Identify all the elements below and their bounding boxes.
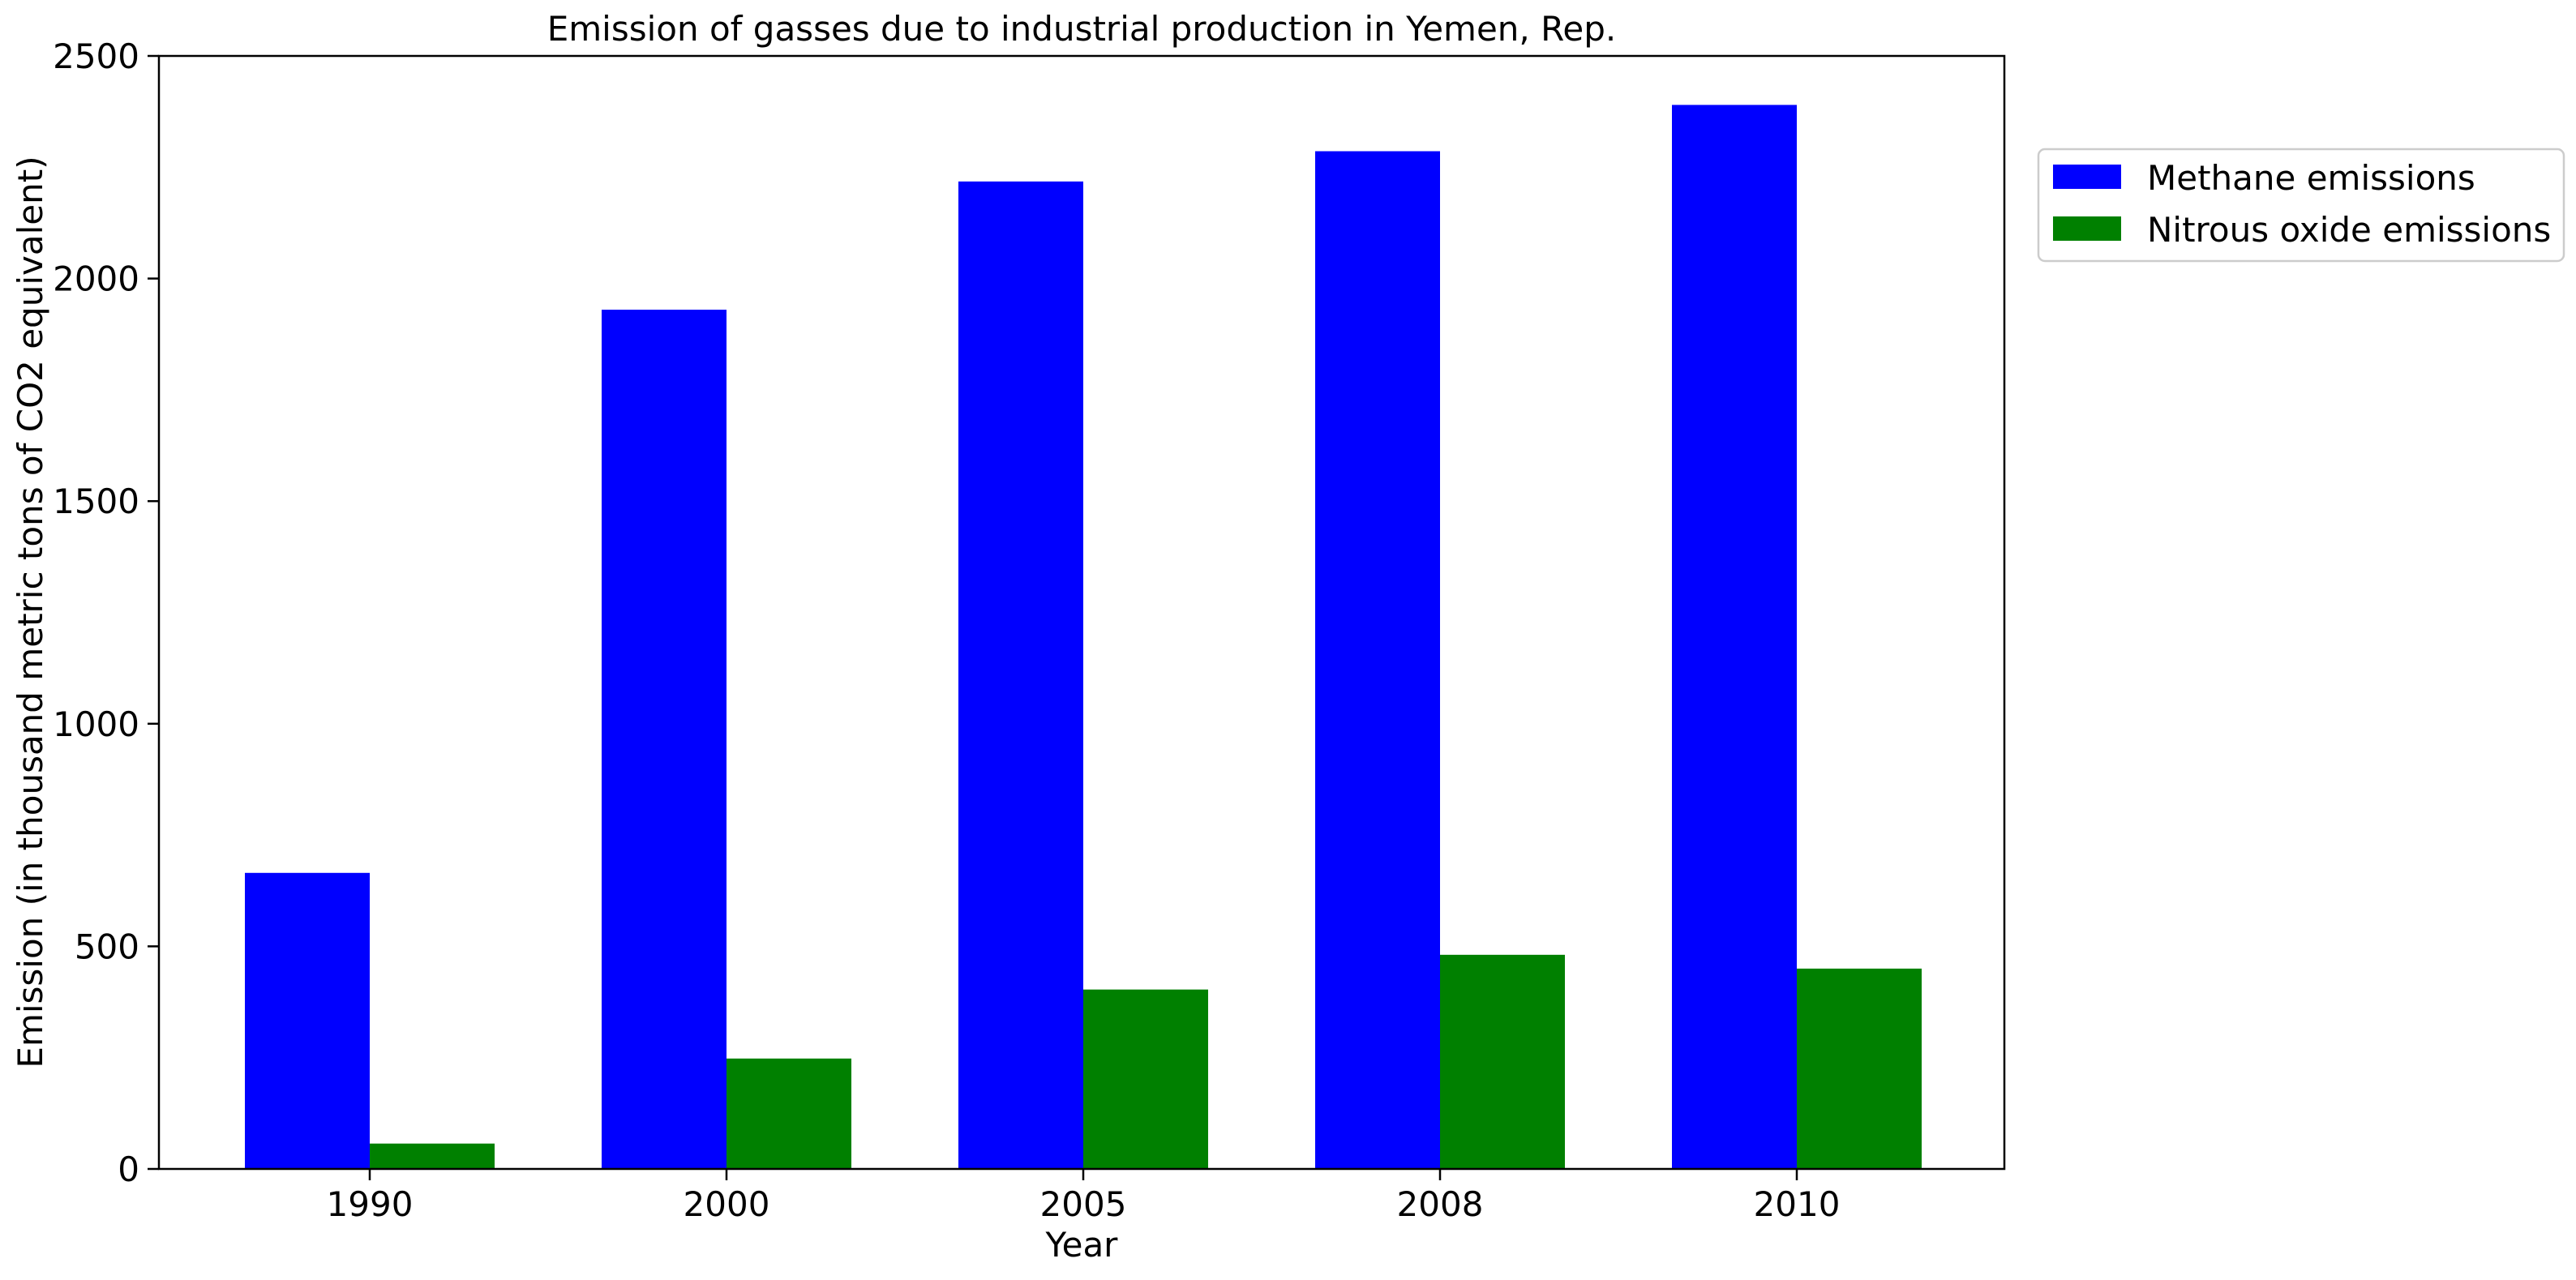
plot-area [157, 54, 2006, 1171]
y-tick-label-2500: 2500 [53, 36, 139, 76]
bar-nitrous-oxide-emissions-1990 [370, 1143, 495, 1169]
legend-swatch-nitrous-oxide [2053, 216, 2121, 241]
y-axis: 0 500 1000 1500 2000 2500 [53, 36, 159, 1189]
legend-label-methane: Methane emissions [2147, 158, 2475, 198]
y-tick-label-0: 0 [118, 1149, 139, 1189]
legend-swatch-methane [2053, 165, 2121, 189]
plot-frame [157, 54, 2006, 1171]
x-tick-label-1990: 1990 [327, 1184, 414, 1224]
chart-title: Emission of gasses due to industrial pro… [547, 9, 1617, 49]
legend-frame [2037, 148, 2565, 263]
bar-methane-emissions-2005 [958, 181, 1083, 1170]
y-tick-label-1000: 1000 [53, 704, 139, 744]
x-tick-label-2008: 2008 [1397, 1184, 1484, 1224]
y-tick-label-500: 500 [75, 927, 139, 966]
bar-methane-emissions-2008 [1315, 151, 1440, 1169]
bar-nitrous-oxide-emissions-2010 [1797, 968, 1922, 1169]
bar-methane-emissions-2010 [1672, 105, 1797, 1170]
y-tick-label-1500: 1500 [53, 482, 139, 521]
bar-nitrous-oxide-emissions-2008 [1440, 954, 1565, 1169]
y-axis-label: Emission (in thousand metric tons of CO2… [11, 156, 50, 1068]
bar-methane-emissions-1990 [245, 872, 370, 1169]
bar-nitrous-oxide-emissions-2005 [1083, 989, 1208, 1169]
bars-group [245, 105, 1922, 1170]
x-tick-label-2000: 2000 [684, 1184, 770, 1224]
x-axis: 1990 2000 2005 2008 2010 [327, 1169, 1841, 1224]
bar-methane-emissions-2000 [602, 310, 727, 1170]
legend-label-nitrous-oxide: Nitrous oxide emissions [2147, 210, 2551, 250]
y-tick-label-2000: 2000 [53, 259, 139, 299]
legend: Methane emissions Nitrous oxide emission… [2037, 148, 2565, 263]
x-axis-label: Year [1045, 1225, 1119, 1265]
x-tick-label-2005: 2005 [1040, 1184, 1127, 1224]
x-tick-label-2010: 2010 [1754, 1184, 1841, 1224]
bar-nitrous-oxide-emissions-2000 [727, 1058, 851, 1169]
